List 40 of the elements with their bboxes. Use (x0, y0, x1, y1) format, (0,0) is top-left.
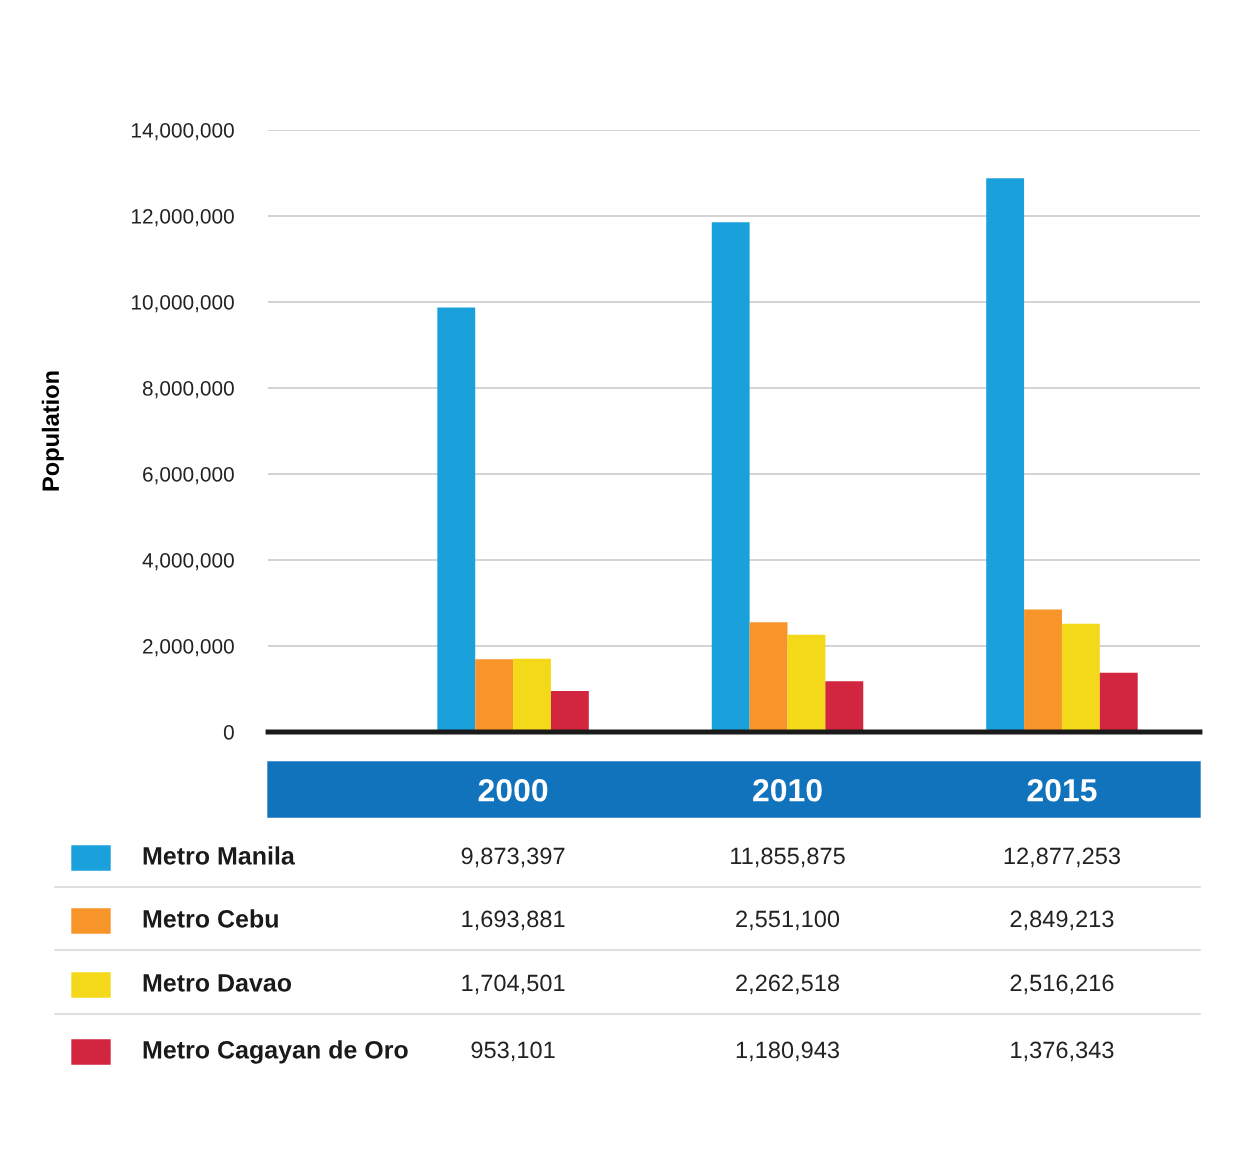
y-tick-label: 10,000,000 (132, 295, 234, 313)
bar (986, 178, 1025, 732)
y-axis-title: Population (41, 371, 64, 491)
legend-label: Metro Cebu (143, 909, 278, 928)
y-tick-label: 8,000,000 (142, 381, 234, 399)
data-label: 2,262,518 (736, 974, 840, 995)
bar (550, 691, 589, 732)
y-tick-label: 14,000,000 (132, 123, 234, 141)
x-tick-label: 2010 (753, 778, 822, 802)
data-label: 9,873,397 (461, 847, 565, 868)
y-tick-label: 0 (223, 725, 234, 740)
bar (787, 634, 826, 732)
data-label: 1,704,501 (462, 974, 565, 995)
data-label: 2,849,213 (1010, 910, 1114, 931)
data-label: 953,101 (471, 1041, 555, 1062)
bar (1099, 672, 1138, 732)
bar (1061, 623, 1100, 732)
bar (513, 658, 551, 732)
data-label: 2,516,216 (1010, 974, 1114, 995)
y-tick-label: 4,000,000 (142, 553, 234, 571)
data-label: 2,551,100 (736, 910, 840, 931)
x-tick-label: 2000 (478, 778, 548, 802)
data-label: 12,877,253 (1004, 847, 1121, 868)
data-label: 11,855,875 (731, 847, 845, 868)
y-tick-label: 6,000,000 (143, 467, 234, 485)
bar (475, 659, 514, 732)
y-tick-label: 2,000,000 (143, 639, 234, 657)
legend-label: Metro Davao (143, 974, 292, 992)
data-label: 1,376,343 (1011, 1041, 1114, 1062)
bar (1024, 609, 1062, 732)
bar (437, 307, 476, 732)
bar (711, 222, 750, 732)
data-label: 1,180,943 (736, 1041, 839, 1062)
legend-label: Metro Manila (143, 846, 295, 865)
bar (749, 622, 788, 732)
legend-label: Metro Cagayan de Oro (143, 1040, 408, 1064)
bar (825, 681, 864, 732)
y-tick-label: 12,000,000 (132, 209, 234, 227)
data-label: 1,693,881 (462, 910, 565, 931)
x-tick-label: 2015 (1027, 778, 1097, 802)
